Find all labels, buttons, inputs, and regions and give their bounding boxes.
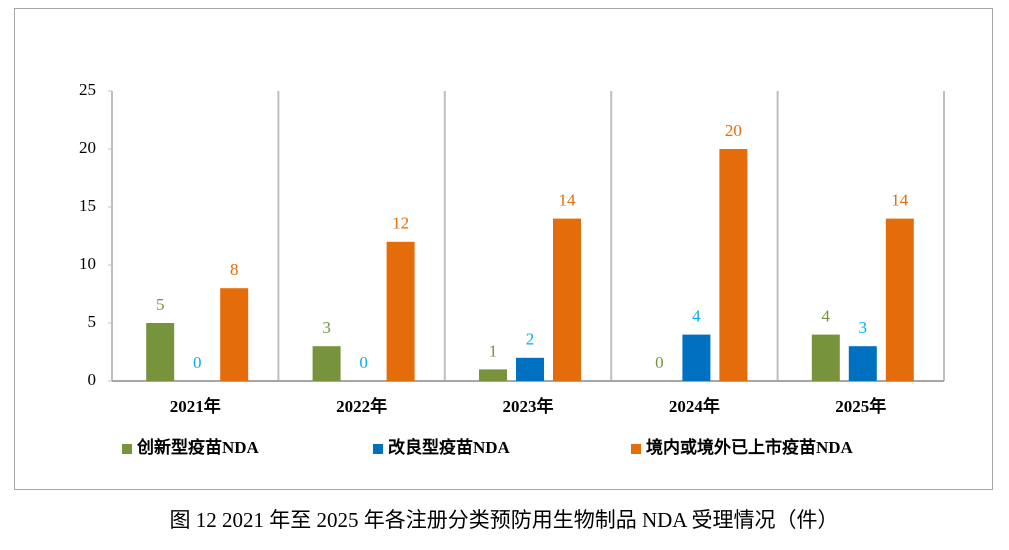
value-label: 4: [822, 307, 831, 326]
y-tick-label: 20: [79, 138, 96, 157]
bar: [811, 334, 840, 381]
value-label: 2: [526, 330, 535, 349]
chart-frame: [14, 8, 993, 490]
value-label: 3: [859, 318, 868, 337]
value-label: 14: [559, 191, 577, 210]
y-tick-label: 5: [88, 312, 97, 331]
chart-caption: 图 12 2021 年至 2025 年各注册分类预防用生物制品 NDA 受理情况…: [169, 508, 838, 532]
x-tick-label: 2023年: [503, 396, 554, 416]
bar: [682, 334, 711, 381]
bar: [386, 241, 415, 381]
bar: [719, 149, 748, 381]
value-label: 20: [725, 121, 742, 140]
value-label: 12: [392, 214, 409, 233]
legend-swatch: [373, 444, 383, 454]
legend-label: 改良型疫苗NDA: [388, 437, 511, 457]
x-tick-label: 2022年: [336, 396, 387, 416]
bar: [479, 369, 507, 381]
bar: [146, 323, 175, 381]
x-tick-label: 2025年: [835, 396, 886, 416]
x-tick-label: 2021年: [170, 396, 221, 416]
value-label: 0: [193, 353, 202, 372]
y-tick-label: 0: [88, 370, 97, 389]
value-label: 0: [359, 353, 368, 372]
value-label: 3: [322, 318, 331, 337]
y-tick-label: 10: [79, 254, 96, 273]
y-tick-label: 25: [79, 80, 96, 99]
bar: [553, 218, 581, 381]
bar: [848, 346, 877, 381]
bar: [885, 218, 914, 381]
y-tick-label: 15: [79, 196, 96, 215]
value-label: 14: [891, 191, 909, 210]
legend-label: 创新型疫苗NDA: [136, 437, 260, 457]
value-label: 8: [230, 260, 239, 279]
value-label: 4: [692, 307, 701, 326]
bar: [312, 346, 341, 381]
bar: [516, 357, 544, 381]
value-label: 0: [655, 353, 664, 372]
legend-swatch: [122, 444, 132, 454]
legend-swatch: [631, 444, 641, 454]
legend-label: 境内或境外已上市疫苗NDA: [646, 437, 854, 457]
x-tick-label: 2024年: [669, 396, 720, 416]
bar: [220, 288, 249, 381]
value-label: 5: [156, 295, 165, 314]
value-label: 1: [489, 341, 498, 360]
